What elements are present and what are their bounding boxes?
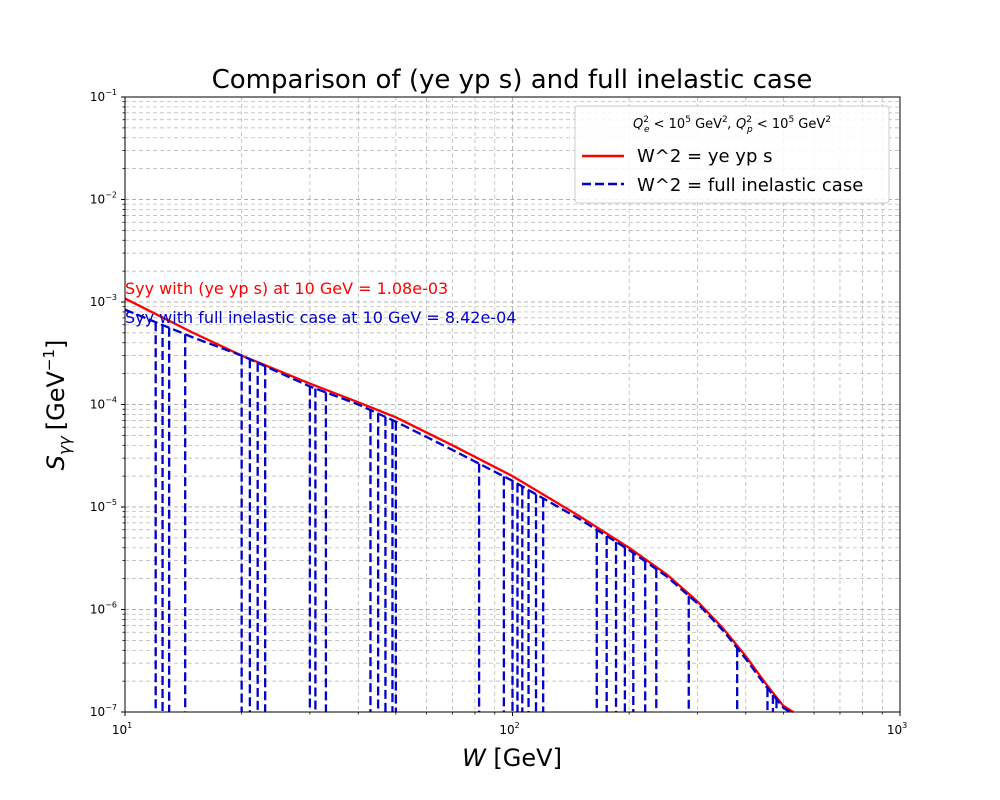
y-tick-label: 10−1 xyxy=(90,88,117,104)
y-tick-label: 10−3 xyxy=(90,293,117,309)
annotation-full-inelastic: Syy with full inelastic case at 10 GeV =… xyxy=(125,308,516,327)
series-line-ye-yp-s xyxy=(124,297,794,713)
ticks: 101 102 103 10−7 10−6 10−5 10−4 10−3 10−2 10−1 xyxy=(90,88,907,737)
y-tick-label: 10−6 xyxy=(90,601,117,617)
x-tick-label: 102 xyxy=(499,721,519,737)
y-tick-label: 10−5 xyxy=(90,498,117,514)
y-tick-label: 10−7 xyxy=(90,703,117,719)
y-axis-label: Sγγ[GeV−1] xyxy=(40,340,74,471)
legend: Q2 e < 105 GeV2, Q2 p < 105 GeV2 W^2 = ye … xyxy=(574,105,890,204)
x-tick-label: 103 xyxy=(887,721,907,737)
legend-box xyxy=(574,105,890,204)
legend-title: Q2 e < 105 GeV2, Q2 p < 105 GeV2 xyxy=(633,115,831,135)
annotation-ye-yp-s: Syy with (ye yp s) at 10 GeV = 1.08e-03 xyxy=(125,279,448,298)
chart-title: Comparison of (ye yp s) and full inelast… xyxy=(212,65,813,95)
y-tick-label: 10−2 xyxy=(90,191,117,207)
series-layer xyxy=(124,297,794,713)
y-tick-label: 10−4 xyxy=(90,396,117,412)
legend-label-ye-yp-s: W^2 = ye yp s xyxy=(637,146,772,167)
x-axis-label: W [GeV] xyxy=(462,744,562,772)
series-line-full-inelastic xyxy=(124,308,791,713)
x-tick-label: 101 xyxy=(112,721,132,737)
legend-label-full-inelastic: W^2 = full inelastic case xyxy=(637,175,863,196)
